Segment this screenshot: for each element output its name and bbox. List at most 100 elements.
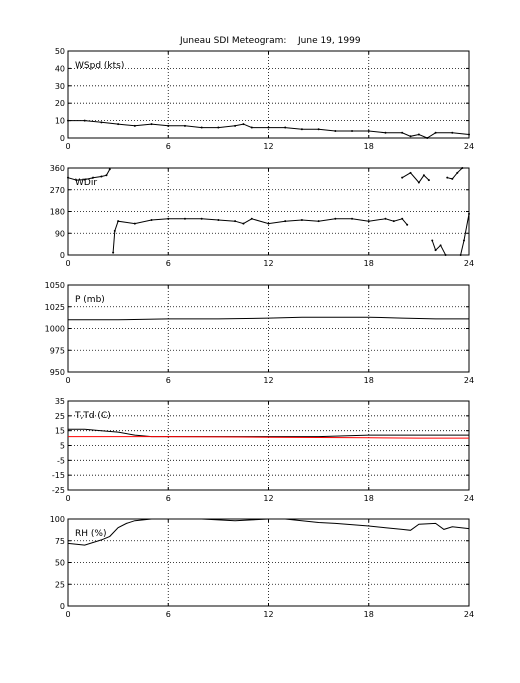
data-point xyxy=(401,217,404,220)
data-point xyxy=(317,128,320,131)
data-point xyxy=(183,217,186,220)
subplot-1: 0 6 12 18 24 0 10 20 30 40 50 WSpd (kts) xyxy=(55,47,474,151)
data-point xyxy=(431,239,434,242)
y-tick-label: 25 xyxy=(55,412,65,421)
x-tick-label: 12 xyxy=(263,259,273,268)
data-point xyxy=(409,171,412,174)
data-point xyxy=(150,123,153,126)
x-tick-label: 12 xyxy=(263,494,273,503)
series-line xyxy=(68,436,469,439)
y-tick-label: 5 xyxy=(60,442,65,451)
data-point xyxy=(351,217,354,220)
x-tick-label: 0 xyxy=(65,142,70,151)
data-point xyxy=(83,178,86,181)
data-point xyxy=(317,220,320,223)
data-point xyxy=(401,131,404,134)
data-point xyxy=(351,130,354,133)
figure-date: June 19, 1999 xyxy=(297,36,361,46)
series-line xyxy=(460,213,470,256)
data-point xyxy=(284,220,287,223)
y-tick-label: 360 xyxy=(50,164,65,173)
data-point xyxy=(384,131,387,134)
data-point xyxy=(250,126,253,129)
y-tick-label: 50 xyxy=(55,559,65,568)
data-point xyxy=(167,217,170,220)
y-tick-label: 270 xyxy=(50,186,65,195)
x-tick-label: 18 xyxy=(364,494,374,503)
data-point xyxy=(108,168,111,171)
series-line xyxy=(68,120,470,139)
data-point xyxy=(459,254,462,256)
panel-label: WDir xyxy=(75,178,97,188)
x-tick-label: 18 xyxy=(364,142,374,151)
x-tick-label: 18 xyxy=(364,376,374,385)
y-tick-label: 30 xyxy=(55,82,65,91)
data-point xyxy=(267,126,270,129)
data-point xyxy=(384,217,387,220)
data-point xyxy=(267,222,270,225)
data-point xyxy=(334,130,337,133)
x-tick-label: 12 xyxy=(263,610,273,619)
x-tick-label: 12 xyxy=(263,376,273,385)
data-point xyxy=(461,167,464,169)
x-tick-label: 24 xyxy=(464,610,474,619)
x-tick-label: 0 xyxy=(65,610,70,619)
y-tick-label: 0 xyxy=(60,251,65,260)
subplot-4: 0 6 12 18 24 -25 -15 -5 5 15 25 35 T,Td (C) xyxy=(52,397,474,503)
x-tick-label: 0 xyxy=(65,259,70,268)
x-tick-label: 18 xyxy=(364,610,374,619)
x-tick-label: 6 xyxy=(166,376,171,385)
data-point xyxy=(401,176,404,179)
x-tick-label: 6 xyxy=(166,494,171,503)
y-tick-label: 15 xyxy=(55,427,65,436)
y-tick-label: 50 xyxy=(55,47,65,56)
data-point xyxy=(75,179,78,182)
data-point xyxy=(417,133,420,136)
y-tick-label: 10 xyxy=(55,117,65,126)
y-tick-label: 1025 xyxy=(45,303,65,312)
y-tick-label: 100 xyxy=(50,515,65,524)
x-tick-label: 18 xyxy=(364,259,374,268)
y-tick-label: 1000 xyxy=(45,325,65,334)
data-point xyxy=(468,133,470,136)
data-point xyxy=(406,223,409,226)
data-point xyxy=(83,119,86,122)
x-tick-label: 6 xyxy=(166,259,171,268)
series-line xyxy=(431,240,447,256)
panel-label: RH (%) xyxy=(75,529,106,539)
y-tick-label: 75 xyxy=(55,537,65,546)
data-point xyxy=(167,124,170,127)
data-point xyxy=(417,181,420,184)
data-point xyxy=(444,254,447,256)
x-tick-label: 6 xyxy=(166,610,171,619)
data-point xyxy=(446,176,449,179)
data-point xyxy=(334,217,337,220)
y-tick-label: 90 xyxy=(55,229,65,238)
series-line xyxy=(447,167,463,180)
y-tick-label: 35 xyxy=(55,397,65,406)
x-tick-label: 6 xyxy=(166,142,171,151)
subplot-2: 0 6 12 18 24 0 90 180 270 360 WDir xyxy=(50,164,474,268)
data-point xyxy=(183,124,186,127)
data-point xyxy=(217,218,220,221)
x-tick-label: 12 xyxy=(263,142,273,151)
data-point xyxy=(367,220,370,223)
data-point xyxy=(409,135,412,138)
data-point xyxy=(392,220,395,223)
data-point xyxy=(427,179,430,182)
data-point xyxy=(112,251,115,254)
x-tick-label: 24 xyxy=(464,376,474,385)
data-point xyxy=(105,174,108,177)
data-point xyxy=(456,171,459,174)
data-point xyxy=(284,126,287,129)
series-line xyxy=(112,218,408,253)
y-tick-label: 1050 xyxy=(45,281,65,290)
series-line xyxy=(401,172,430,184)
x-tick-label: 0 xyxy=(65,376,70,385)
y-tick-label: -15 xyxy=(52,471,65,480)
series-line xyxy=(67,518,470,546)
data-point xyxy=(426,137,429,139)
data-point xyxy=(367,130,370,133)
